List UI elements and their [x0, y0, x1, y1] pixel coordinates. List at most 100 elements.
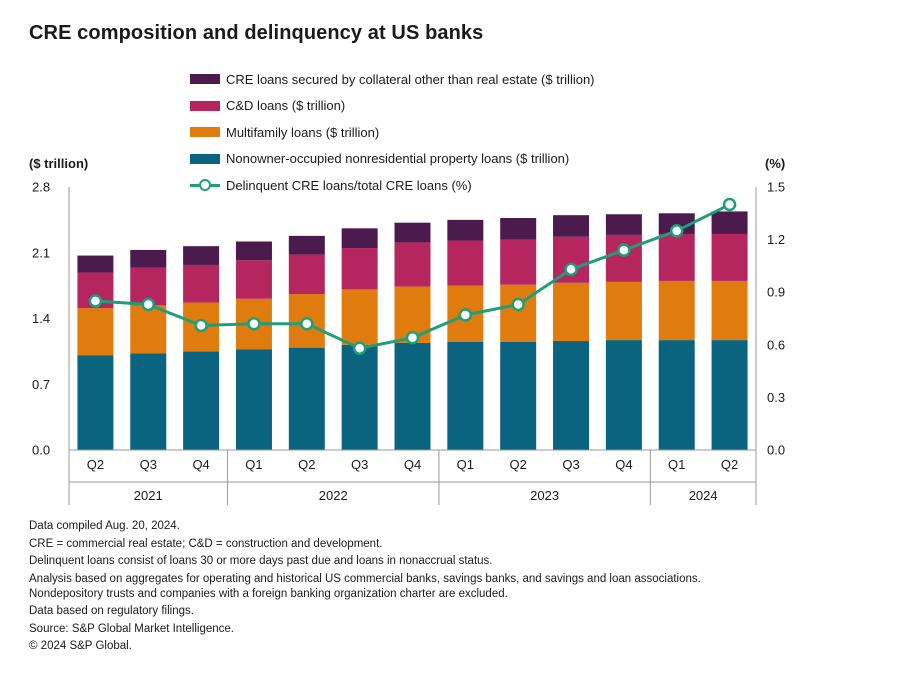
legend-swatch-other-collateral [190, 74, 220, 85]
delinquency-point [458, 308, 473, 322]
bar-segment-multifamily [500, 284, 537, 342]
legend-item-nonowner: Nonowner-occupied nonresidential propert… [190, 146, 595, 173]
x-tick-label: Q2 [87, 457, 104, 472]
legend-swatch-nonowner [190, 153, 220, 164]
delinquency-point [617, 243, 631, 257]
right-tick-label: 1.5 [767, 180, 785, 195]
left-axis-title: ($ trillion) [29, 156, 89, 171]
left-tick-label: 2.1 [32, 245, 50, 260]
bar-segment-nonowner [605, 340, 642, 450]
x-tick-label: Q3 [140, 457, 157, 472]
legend-label-other-collateral: CRE loans secured by collateral other th… [226, 71, 595, 87]
delinquency-point [88, 294, 103, 308]
bar-segment-multifamily [553, 282, 590, 342]
bar-segment-cd [341, 248, 378, 290]
x-tick-label: Q4 [404, 457, 421, 472]
bar-segment-nonowner [553, 341, 590, 450]
x-tick-label: Q2 [510, 457, 527, 472]
bar-segment-other-collateral [394, 222, 431, 243]
legend-item-cd: C&D loans ($ trillion) [190, 93, 595, 120]
right-tick-label: 0.3 [767, 390, 785, 405]
x-tick-label: Q2 [298, 457, 315, 472]
note-analysis: Analysis based on aggregates for operati… [29, 572, 701, 600]
left-tick-label: 2.8 [32, 180, 50, 195]
legend-label-cd: C&D loans ($ trillion) [226, 98, 346, 114]
right-tick-label: 0.9 [767, 285, 785, 300]
right-tick-label: 0.0 [767, 443, 785, 458]
bar-segment-other-collateral [235, 241, 272, 261]
legend-label-nonowner: Nonowner-occupied nonresidential propert… [226, 151, 570, 167]
right-tick-label: 0.6 [767, 337, 785, 352]
left-tick-label: 0.7 [32, 377, 50, 392]
note-compiled: Data compiled Aug. 20, 2024. [29, 520, 180, 532]
bar-segment-nonowner [183, 351, 220, 450]
legend-swatch-delinquency [190, 179, 220, 192]
x-tick-label: Q4 [192, 457, 209, 472]
x-tick-label: Q3 [562, 457, 579, 472]
year-label: 2024 [689, 488, 718, 503]
bar-segment-other-collateral [500, 217, 537, 240]
delinquency-point [564, 262, 578, 277]
bar-segment-nonowner [711, 340, 748, 450]
x-tick-label: Q1 [668, 457, 685, 472]
bar-segment-other-collateral [711, 211, 748, 234]
bar-segment-other-collateral [658, 213, 695, 234]
bar-segment-other-collateral [130, 249, 167, 268]
note-copyright: © 2024 S&P Global. [29, 640, 132, 652]
note-delinquent: Delinquent loans consist of loans 30 or … [29, 555, 493, 567]
legend-label-delinquency: Delinquent CRE loans/total CRE loans (%) [226, 177, 472, 193]
note-regulatory: Data based on regulatory filings. [29, 605, 194, 617]
left-tick-label: 1.4 [32, 311, 50, 326]
x-tick-label: Q1 [245, 457, 262, 472]
bar-segment-other-collateral [447, 219, 484, 241]
bar-segment-cd [500, 239, 537, 285]
legend-item-delinquency: Delinquent CRE loans/total CRE loans (%) [190, 172, 595, 199]
right-axis-title: (%) [765, 156, 786, 171]
bar-segment-nonowner [130, 353, 167, 450]
legend-item-multifamily: Multifamily loans ($ trillion) [190, 119, 595, 146]
bar-segment-multifamily [77, 308, 114, 356]
delinquency-point [722, 197, 737, 212]
bar-segment-cd [288, 254, 325, 295]
delinquency-point [141, 297, 156, 312]
bar-segment-multifamily [658, 280, 695, 341]
delinquency-point [669, 224, 684, 238]
bar-segment-nonowner [658, 340, 695, 450]
bar-segment-cd [711, 233, 748, 281]
bar-segment-nonowner [77, 355, 114, 450]
bar-segment-nonowner [394, 342, 431, 450]
bar-segment-other-collateral [341, 228, 378, 249]
bar-segment-cd [394, 242, 431, 287]
left-tick-label: 0.0 [32, 443, 50, 458]
chart-title: CRE composition and delinquency at US ba… [29, 22, 484, 44]
bar-segment-cd [183, 264, 220, 303]
right-tick-label: 1.2 [767, 232, 785, 247]
bar-segment-other-collateral [288, 235, 325, 255]
bar-segment-multifamily [341, 289, 378, 345]
legend-swatch-multifamily [190, 127, 220, 138]
bar-segment-cd [235, 260, 272, 299]
delinquency-point [405, 331, 420, 345]
year-label: 2022 [319, 488, 348, 503]
legend-item-other-collateral: CRE loans secured by collateral other th… [190, 66, 595, 93]
chart-notes: Data compiled Aug. 20, 2024. CRE = comme… [29, 519, 749, 657]
bar-segment-cd [605, 234, 642, 282]
bar-segment-nonowner [235, 349, 272, 450]
note-abbreviations: CRE = commercial real estate; C&D = cons… [29, 537, 383, 550]
bar-segment-nonowner [500, 341, 537, 450]
bar-segment-other-collateral [183, 246, 220, 265]
bar-segment-nonowner [288, 347, 325, 450]
year-label: 2023 [530, 488, 559, 503]
chart-legend: CRE loans secured by collateral other th… [190, 66, 595, 199]
x-tick-label: Q4 [615, 457, 632, 472]
delinquency-point [194, 318, 208, 333]
bar-segment-other-collateral [605, 214, 642, 235]
delinquency-point [247, 317, 261, 331]
x-tick-label: Q3 [351, 457, 368, 472]
year-label: 2021 [134, 488, 163, 503]
bar-segment-nonowner [341, 344, 378, 450]
note-source: Source: S&P Global Market Intelligence. [29, 622, 234, 635]
bar-segment-nonowner [447, 341, 484, 450]
bar-segment-other-collateral [553, 215, 590, 237]
